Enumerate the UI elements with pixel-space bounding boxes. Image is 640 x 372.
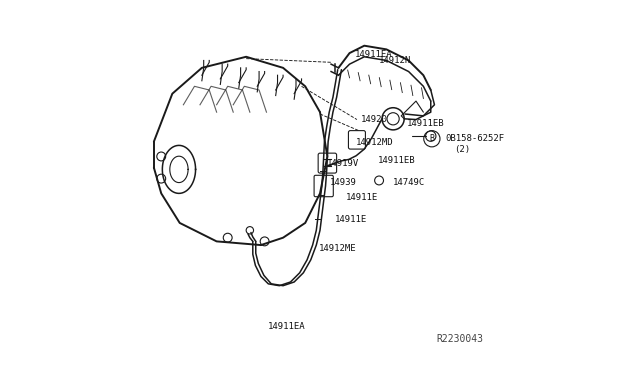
Text: 14919V: 14919V [326,159,359,169]
Text: 14911E: 14911E [335,215,367,224]
Text: (2): (2) [454,145,470,154]
Text: 14912MD: 14912MD [356,138,394,147]
Text: 14912ME: 14912ME [319,244,357,253]
Text: 14911EA: 14911EA [268,322,305,331]
Text: 0B158-6252F: 0B158-6252F [445,134,505,143]
Text: B: B [429,134,435,143]
Text: 14911EB: 14911EB [378,156,416,166]
Text: 14911EB: 14911EB [407,119,444,128]
Text: 14939: 14939 [330,178,357,187]
Text: 14749C: 14749C [393,178,425,187]
Text: 14912N: 14912N [379,56,412,65]
Text: 14911EA: 14911EA [355,51,393,60]
Text: 14920: 14920 [360,115,387,124]
Text: 14911E: 14911E [346,193,378,202]
Text: R2230043: R2230043 [437,334,484,344]
